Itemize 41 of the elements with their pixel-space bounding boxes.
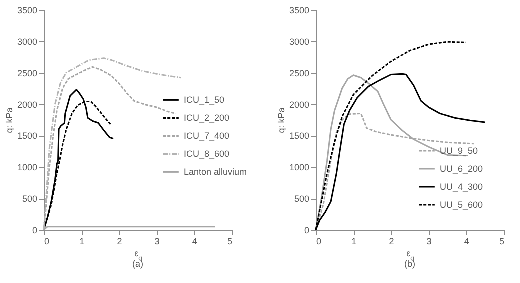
y-tick-label: 1000 — [17, 162, 38, 173]
x-axis-title: ε$_{q}$ — [134, 248, 143, 262]
legend-label: UU_5_600 — [440, 200, 484, 210]
legend-label: Lanton alluvium — [184, 167, 248, 178]
x-tick-label: 4 — [192, 236, 198, 246]
y-tick-label: 500 — [294, 194, 310, 204]
x-axis-title: ε$_{q}$ — [406, 248, 415, 262]
y-tick-label: 2500 — [289, 68, 310, 78]
x-tick-label: 1 — [80, 236, 85, 246]
legend-label: UU_4_300 — [440, 182, 484, 192]
y-tick-label: 0 — [32, 226, 38, 236]
y-tick-label: 3500 — [289, 6, 310, 16]
y-tick-label: 3000 — [17, 36, 38, 47]
y-tick-label: 2500 — [17, 68, 38, 78]
x-tick-label: 5 — [227, 236, 232, 246]
y-tick-label: 2000 — [289, 100, 310, 110]
y-tick-label: 500 — [22, 194, 38, 204]
y-axis-title: q: kPa — [276, 108, 286, 134]
legend-label: UU_6_200 — [440, 164, 484, 174]
x-tick-label: 2 — [389, 236, 394, 246]
legend-label: ICU_7_400 — [184, 131, 230, 142]
x-tick-label: 3 — [154, 236, 160, 246]
x-tick-label: 3 — [426, 236, 432, 246]
y-tick-label: 0 — [304, 226, 310, 236]
y-tick-label: 3000 — [289, 36, 310, 47]
x-tick-label: 1 — [352, 236, 357, 246]
legend-label: UU_9_50 — [440, 146, 478, 156]
x-tick-label: 0 — [316, 236, 322, 246]
x-tick-label: 0 — [44, 236, 50, 246]
y-tick-label: 1500 — [17, 131, 38, 142]
x-tick-label: 2 — [117, 236, 122, 246]
legend-label: ICU_1_50 — [184, 95, 225, 106]
legend-label: ICU_2_200 — [184, 113, 230, 124]
y-tick-label: 1000 — [289, 162, 310, 173]
legend-label: ICU_8_600 — [184, 149, 230, 160]
y-tick-label: 3500 — [17, 6, 38, 16]
y-tick-label: 2000 — [17, 100, 38, 110]
y-axis-title: q: kPa — [4, 108, 14, 134]
y-tick-label: 1500 — [289, 131, 310, 142]
x-tick-label: 4 — [464, 236, 470, 246]
x-tick-label: 5 — [499, 236, 504, 246]
